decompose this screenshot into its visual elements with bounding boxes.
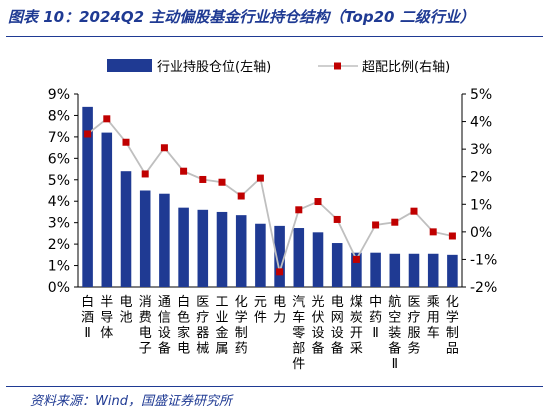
right-axis-tick-label: 1% [470,197,492,213]
bar [178,207,189,287]
bar [370,252,381,287]
category-label: 汽车零部件 [292,295,305,372]
bar [351,252,362,287]
category-label: 工业金属 [215,295,228,357]
right-axis-tick-label: -1% [470,252,497,268]
bar [389,253,401,287]
category-label: 光伏设备 [311,295,324,357]
line-marker [352,255,360,263]
right-axis-tick-label: 3% [470,142,492,158]
category-label: 白色家电 [177,294,190,357]
bar [120,171,132,287]
line-marker [314,198,322,206]
bar [197,209,209,287]
line-marker [199,175,207,183]
bar [331,243,343,287]
left-axis-tick-label: 3% [48,216,70,232]
bar [255,223,266,287]
category-label: 电力 [273,295,286,326]
category-label: 白酒 Ⅱ [81,294,94,341]
category-label: 电网设备 [331,295,344,357]
bar [274,225,285,287]
line-marker [103,115,111,123]
category-label: 医疗服务 [407,295,420,357]
bar [312,232,324,287]
category-label: 半导体 [100,295,113,341]
footer-divider [6,386,543,387]
category-label: 医疗器械 [196,295,209,357]
right-axis-tick-label: 0% [470,225,492,241]
bar [447,254,458,287]
line-marker [256,174,264,182]
category-label: 通信设备 [158,295,171,357]
line-marker [180,167,188,175]
line-marker [429,228,437,236]
legend-bar-swatch [107,59,152,72]
category-label: 化学制药 [235,295,248,357]
bar [139,190,151,287]
line-marker [218,178,226,186]
left-axis-tick-label: 1% [48,259,70,275]
left-axis-tick-label: 7% [48,130,70,146]
bar [216,211,228,287]
right-axis-tick-label: 4% [470,115,492,131]
category-labels: 白酒 Ⅱ 半导体电池消费电子通信设备白色家电医疗器械工业金属化学制药元件电力汽车零部… [81,294,459,372]
left-axis-tick-label: 6% [48,151,70,167]
right-axis: -2% -1% 0% 1% 2% 3% 4% 5% [461,87,497,296]
legend-label-bar: 行业持股仓位(左轴) [157,60,271,75]
chart-svg: 行业持股仓位(左轴) 超配比例(右轴) 0%1%2%3%4%5%6%7%8%9% … [48,59,497,372]
bar [408,253,420,287]
bar-series [82,106,458,287]
line-marker [448,232,456,240]
category-label: 电池 [119,295,132,326]
left-axis-tick-label: 8% [48,108,70,124]
category-label: 消费电子 [139,295,152,357]
line-marker [237,192,245,200]
right-axis-tick-label: -2% [470,280,497,296]
source-note: 资料来源：Wind，国盛证券研究所 [30,394,232,409]
left-axis-tick-label: 4% [48,194,70,210]
line-marker [122,138,130,146]
bar [159,193,170,287]
left-axis-tick-label: 9% [48,87,70,103]
bar [82,106,93,287]
line-marker [295,206,303,214]
line-marker [276,268,284,276]
line-marker [84,130,92,138]
bar [235,215,247,287]
bar [427,253,439,287]
left-axis-tick-label: 2% [48,237,70,253]
line-marker [410,207,418,215]
legend-marker-swatch [334,62,341,70]
left-axis-tick-label: 5% [48,173,70,189]
title-divider [6,36,543,37]
left-axis-tick-label: 0% [48,280,70,296]
left-axis: 0% 1% 2% 3% 4% 5% 6% 7% 8% 9% [48,87,462,296]
legend: 行业持股仓位(左轴) 超配比例(右轴) [107,59,450,75]
bar [101,132,113,287]
line-series [84,115,456,276]
right-axis-tick-label: 5% [470,87,492,103]
legend-label-line: 超配比例(右轴) [362,60,450,75]
line-marker [391,218,399,226]
category-label: 煤炭开采 [350,295,363,357]
bar [293,228,305,287]
category-label: 中药 Ⅱ [369,295,382,341]
right-axis-tick-label: 2% [470,170,492,186]
category-label: 航空装备 Ⅱ [388,294,401,372]
line-marker [160,144,168,152]
category-label: 乘用车 [427,295,440,341]
chart-title: 图表 10：2024Q2 主动偏股基金行业持仓结构（Top20 二级行业） [8,8,475,26]
line-marker [333,215,341,223]
line-marker [141,170,149,178]
category-label: 化学制品 [446,295,459,357]
line-marker [372,221,380,229]
category-label: 元件 [254,295,267,326]
